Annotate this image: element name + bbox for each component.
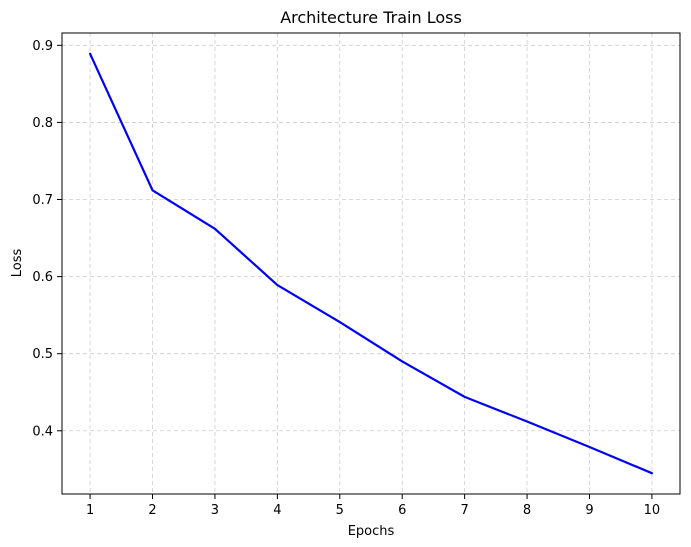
x-tick-label: 9 bbox=[585, 503, 593, 518]
y-tick-label: 0.8 bbox=[32, 116, 53, 131]
ticks: 1 2 3 4 5 6 7 8 9 10 0.4 0.5 0.6 0.7 0.8 0.9 bbox=[32, 39, 660, 518]
y-axis-label: Loss bbox=[10, 249, 25, 278]
grid bbox=[62, 33, 680, 494]
y-tick-label: 0.4 bbox=[32, 424, 53, 439]
x-tick-label: 10 bbox=[644, 503, 661, 518]
y-tick-label: 0.6 bbox=[32, 270, 53, 285]
y-tick-label: 0.9 bbox=[32, 39, 53, 54]
y-tick-label: 0.5 bbox=[32, 347, 53, 362]
chart-title: Architecture Train Loss bbox=[280, 8, 462, 27]
x-axis-label: Epochs bbox=[348, 524, 395, 539]
y-tick-label: 0.7 bbox=[32, 193, 53, 208]
x-tick-label: 2 bbox=[148, 503, 156, 518]
series-layer bbox=[88, 52, 654, 475]
x-tick-label: 6 bbox=[398, 503, 406, 518]
x-tick-label: 8 bbox=[523, 503, 531, 518]
plot-frame bbox=[61, 32, 681, 495]
x-tick-label: 4 bbox=[273, 503, 281, 518]
x-tick-label: 7 bbox=[460, 503, 468, 518]
x-tick-label: 1 bbox=[86, 503, 94, 518]
series-line bbox=[88, 52, 654, 475]
x-tick-label: 3 bbox=[211, 503, 219, 518]
x-tick-label: 5 bbox=[336, 503, 344, 518]
